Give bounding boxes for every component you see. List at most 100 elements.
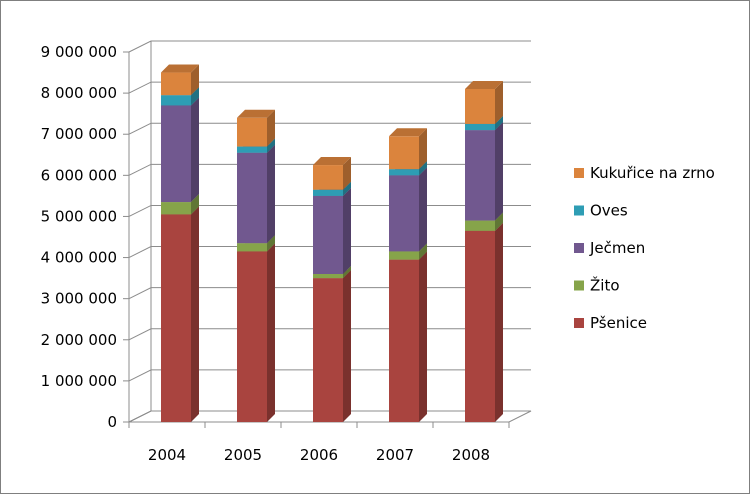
legend-swatch [574, 205, 584, 216]
gridline [128, 122, 531, 135]
bar-front [465, 123, 495, 131]
bar-front [161, 202, 191, 215]
legend-item: Oves [574, 202, 628, 220]
bar-side [191, 97, 199, 203]
bar-front [237, 251, 267, 422]
bar-segment-2006-0 [313, 270, 351, 422]
bar-segment-2008-4 [465, 81, 503, 124]
bar-side [191, 64, 199, 96]
bar-side [343, 270, 351, 422]
gridline [128, 81, 531, 94]
bar-front [465, 230, 495, 422]
bar-front [237, 117, 267, 147]
y-tick-label: 3 000 000 [41, 290, 117, 308]
bar-front [161, 105, 191, 203]
y-tick-label: 5 000 000 [41, 207, 117, 225]
bar-front [161, 214, 191, 422]
bar-side [419, 251, 427, 422]
y-tick-label: 6 000 000 [41, 166, 117, 184]
bar-side [419, 167, 427, 252]
bar-front [313, 195, 343, 274]
bar-front [313, 189, 343, 196]
x-tick-label-2007: 2007 [376, 446, 414, 464]
bar-segment-2006-2 [313, 187, 351, 274]
legend-item: Žito [574, 276, 620, 295]
bar-side [267, 235, 275, 252]
bar-front [465, 220, 495, 231]
legend-swatch [574, 318, 584, 328]
bar-front [313, 274, 343, 279]
legend-item: Kukuřice na zrno [574, 164, 715, 182]
bar-segment-2008-0 [465, 222, 503, 422]
bar-side [343, 187, 351, 274]
y-tick-label: 1 000 000 [41, 372, 117, 390]
legend-label: Oves [590, 202, 628, 220]
bar-segment-2005-2 [237, 144, 275, 244]
bar-top [237, 109, 275, 118]
bar-side [419, 128, 427, 170]
y-tick-label: 0 [107, 413, 117, 431]
bar-side [495, 122, 503, 221]
bar-side [343, 157, 351, 190]
bar-side [267, 144, 275, 244]
bar-segment-2007-2 [389, 167, 427, 252]
bar-side [495, 81, 503, 124]
bar-segment-2004-2 [161, 97, 199, 203]
bar-side [419, 161, 427, 176]
bar-side [267, 138, 275, 153]
bar-front [313, 278, 343, 422]
bar-front [389, 259, 419, 422]
y-tick-label: 9 000 000 [41, 43, 117, 61]
bar-side [191, 194, 199, 215]
x-tick-labels: 2004 2005 2006 2007 2008 [148, 446, 490, 464]
bar-segment-2007-0 [389, 251, 427, 422]
y-tick-labels: 0 1 000 000 2 000 000 3 000 000 4 000 000 5 0… [41, 43, 117, 431]
gridline [128, 40, 531, 53]
legend-swatch [574, 243, 584, 253]
bar-segment-2007-4 [389, 128, 427, 170]
legend-label: Ječmen [589, 239, 645, 257]
legend-label: Kukuřice na zrno [590, 164, 715, 182]
bar-front [465, 130, 495, 221]
bar-side [495, 222, 503, 422]
bar-segment-2004-4 [161, 64, 199, 96]
legend-swatch [574, 280, 584, 291]
bar-front [161, 72, 191, 96]
bar-front [389, 136, 419, 170]
y-tick-label: 7 000 000 [41, 125, 117, 143]
x-tick-label-2008: 2008 [452, 446, 490, 464]
bar-segment-2008-2 [465, 122, 503, 221]
bar-side [343, 266, 351, 279]
bar-side [495, 115, 503, 131]
bar-front [465, 89, 495, 124]
bar-side [267, 109, 275, 147]
bar-top [161, 64, 199, 73]
legend-label: Pšenice [590, 314, 647, 332]
bar-side [191, 206, 199, 422]
bar-front [161, 95, 191, 106]
bar-segment-2005-0 [237, 243, 275, 422]
bar-segment-2004-0 [161, 206, 199, 422]
axes [123, 51, 510, 428]
bar-front [237, 146, 267, 153]
x-tick-label-2006: 2006 [300, 446, 338, 464]
legend: Kukuřice na zrno Oves Ječmen Žito Pšenice [574, 164, 715, 332]
bar-front [389, 169, 419, 176]
y-tick-label: 4 000 000 [41, 249, 117, 267]
bar-side [267, 243, 275, 422]
bar-front [389, 175, 419, 252]
bar-front [313, 165, 343, 190]
bar-top [313, 157, 351, 166]
bar-side [191, 87, 199, 106]
y-tick-label: 8 000 000 [41, 84, 117, 102]
legend-item: Ječmen [574, 239, 645, 257]
x-tick-label-2004: 2004 [148, 446, 186, 464]
legend-label: Žito [590, 276, 620, 295]
bar-front [237, 243, 267, 252]
legend-item: Pšenice [574, 314, 647, 332]
bar-front [237, 152, 267, 244]
bar-side [343, 181, 351, 196]
bar-top [389, 128, 427, 137]
